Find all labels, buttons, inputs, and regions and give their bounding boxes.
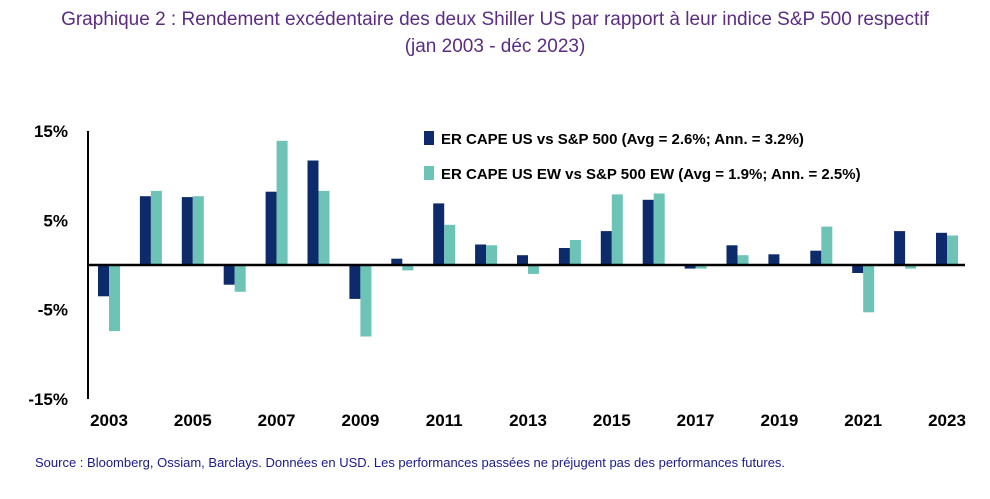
bar-cape-us-ew-2011 xyxy=(444,224,456,265)
chart-title: Graphique 2 : Rendement excédentaire des… xyxy=(61,9,929,30)
bar-cape-us-2003 xyxy=(98,265,109,297)
bar-cape-us-ew-2010 xyxy=(402,265,414,271)
bar-cape-us-2020 xyxy=(810,250,822,265)
legend-swatch xyxy=(424,131,434,145)
bar-cape-us-2017 xyxy=(684,265,696,269)
bar-cape-us-2015 xyxy=(600,231,612,265)
x-tick-label: 2007 xyxy=(258,411,296,430)
bar-cape-us-ew-2006 xyxy=(234,265,246,292)
source-note: Source : Bloomberg, Ossiam, Barclays. Do… xyxy=(35,455,786,470)
bar-cape-us-2006 xyxy=(223,265,235,285)
bar-cape-us-2010 xyxy=(391,258,403,265)
bar-cape-us-2007 xyxy=(265,191,277,265)
y-tick-label: -5% xyxy=(38,301,68,320)
bar-cape-us-2023 xyxy=(936,232,947,265)
bar-cape-us-ew-2023 xyxy=(947,235,958,265)
y-tick-label: -15% xyxy=(28,390,68,409)
legend-label: ER CAPE US EW vs S&P 500 EW (Avg = 1.9%;… xyxy=(441,166,861,183)
chart-subtitle: (jan 2003 - déc 2023) xyxy=(404,36,586,57)
bar-cape-us-ew-2004 xyxy=(150,190,162,265)
bar-cape-us-ew-2015 xyxy=(611,194,623,265)
bar-cape-us-ew-2012 xyxy=(486,245,498,265)
bar-cape-us-ew-2008 xyxy=(318,190,330,265)
bar-cape-us-2021 xyxy=(852,265,864,273)
bar-cape-us-2014 xyxy=(558,248,570,265)
bar-cape-us-ew-2021 xyxy=(863,265,875,313)
bar-cape-us-ew-2020 xyxy=(821,226,833,265)
bar-cape-us-2016 xyxy=(642,199,654,265)
bar-cape-us-2019 xyxy=(768,254,780,265)
legend-swatch xyxy=(424,166,434,180)
x-tick-label: 2013 xyxy=(509,411,547,430)
bar-cape-us-ew-2007 xyxy=(276,140,288,265)
bar-cape-us-ew-2017 xyxy=(695,265,707,269)
bar-cape-us-ew-2016 xyxy=(653,193,665,265)
bar-cape-us-2009 xyxy=(349,265,361,299)
legend-label: ER CAPE US vs S&P 500 (Avg = 2.6%; Ann. … xyxy=(441,131,804,148)
bar-cape-us-ew-2018 xyxy=(737,255,749,265)
x-tick-label: 2009 xyxy=(341,411,379,430)
bar-cape-us-2011 xyxy=(433,203,445,265)
x-tick-label: 2019 xyxy=(760,411,798,430)
bar-cape-us-2018 xyxy=(726,245,738,265)
x-tick-label: 2011 xyxy=(426,411,463,430)
bar-cape-us-2013 xyxy=(517,255,528,265)
bar-cape-us-2022 xyxy=(894,231,906,265)
x-tick-label: 2015 xyxy=(593,411,631,430)
bar-cape-us-ew-2009 xyxy=(360,265,372,337)
bar-cape-us-ew-2014 xyxy=(569,240,581,265)
x-tick-label: 2017 xyxy=(677,411,715,430)
bar-cape-us-2005 xyxy=(181,197,193,265)
x-tick-label: 2003 xyxy=(90,411,128,430)
bar-cape-us-ew-2013 xyxy=(528,265,539,274)
bar-cape-us-ew-2005 xyxy=(192,196,204,265)
x-tick-label: 2005 xyxy=(174,411,212,430)
bar-cape-us-2004 xyxy=(139,196,151,265)
bar-cape-us-2012 xyxy=(475,244,487,265)
bar-cape-us-ew-2003 xyxy=(109,265,120,332)
y-tick-label: 5% xyxy=(43,211,68,230)
bar-cape-us-2008 xyxy=(307,160,319,265)
x-tick-label: 2023 xyxy=(928,411,966,430)
bar-cape-us-ew-2022 xyxy=(905,265,917,269)
x-tick-label: 2021 xyxy=(844,411,882,430)
y-tick-label: 15% xyxy=(34,122,68,141)
